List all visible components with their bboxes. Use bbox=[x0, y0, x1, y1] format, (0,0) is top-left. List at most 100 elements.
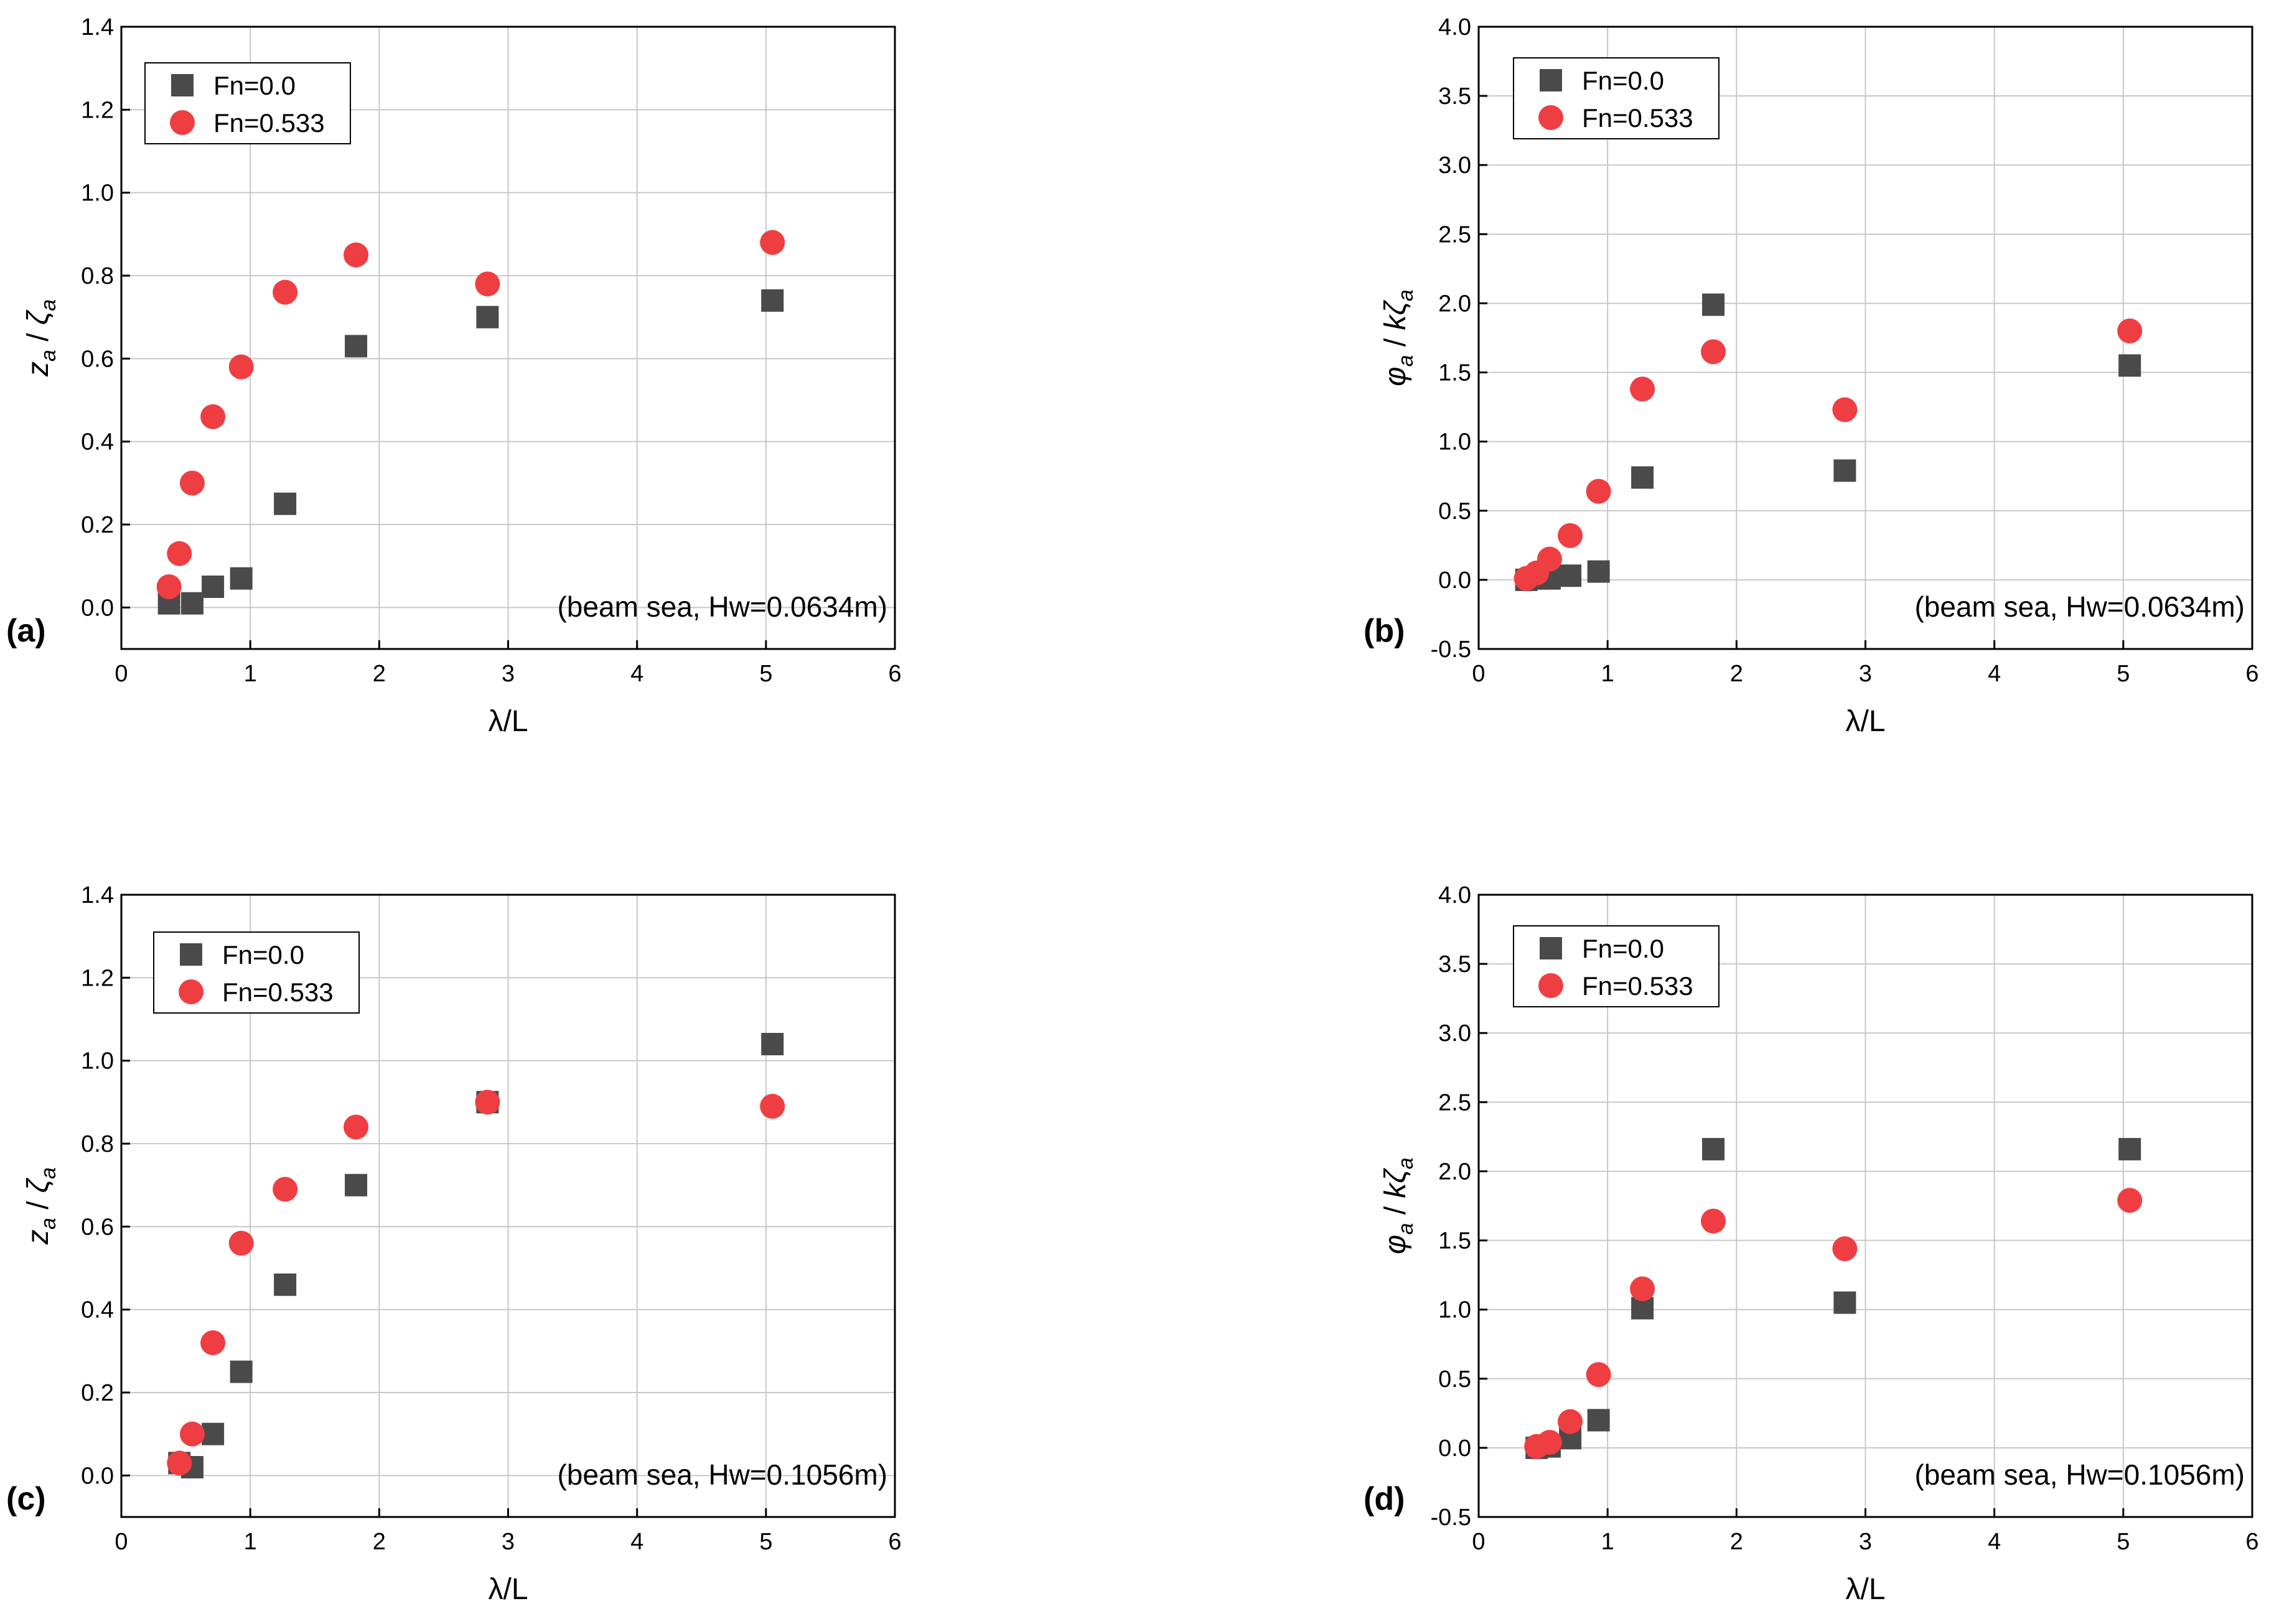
y-tick-label: 3.5 bbox=[1438, 83, 1471, 110]
data-point-fn0-square bbox=[230, 1360, 253, 1383]
data-point-fn0533-circle bbox=[1586, 1362, 1611, 1388]
x-tick-label: 2 bbox=[373, 1529, 386, 1555]
y-tick-label: 3.5 bbox=[1438, 951, 1471, 978]
x-tick-label: 3 bbox=[502, 661, 515, 687]
data-point-fn0533-circle bbox=[228, 354, 254, 380]
legend-circle-icon bbox=[1538, 105, 1563, 130]
y-tick-label: 0.8 bbox=[81, 1131, 114, 1157]
legend-square-icon bbox=[171, 74, 194, 96]
y-axis-label-subscript: a bbox=[1394, 1157, 1418, 1169]
x-tick-label: 4 bbox=[1988, 1529, 2001, 1555]
data-point-fn0-square bbox=[761, 289, 784, 312]
data-point-fn0533-circle bbox=[1558, 1409, 1583, 1434]
x-tick-label: 2 bbox=[1730, 1529, 1743, 1555]
x-tick-label: 1 bbox=[244, 661, 257, 687]
y-axis-label-separator: / bbox=[1379, 1198, 1412, 1223]
y-axis-label-separator: / bbox=[22, 325, 55, 350]
data-point-fn0533-circle bbox=[1537, 1430, 1562, 1455]
x-tick-label: 4 bbox=[1988, 661, 2001, 687]
y-axis-label-subscript: a bbox=[37, 350, 60, 362]
y-tick-label: 2.0 bbox=[1438, 291, 1471, 317]
legend-label: Fn=0.533 bbox=[222, 978, 334, 1007]
data-point-fn0533-circle bbox=[475, 271, 500, 297]
y-tick-label: 1.0 bbox=[81, 1048, 114, 1075]
data-point-fn0-square bbox=[476, 306, 499, 329]
x-tick-label: 1 bbox=[1601, 661, 1614, 687]
data-point-fn0-square bbox=[1833, 459, 1856, 482]
x-tick-label: 5 bbox=[2117, 1529, 2130, 1555]
legend: Fn=0.0 Fn=0.533 bbox=[1513, 925, 1720, 1007]
panel-label: (c) bbox=[6, 1481, 46, 1517]
data-point-fn0-square bbox=[1702, 293, 1725, 316]
data-point-fn0533-circle bbox=[273, 1177, 298, 1202]
y-tick-label: 1.2 bbox=[81, 97, 114, 123]
y-tick-label: 1.0 bbox=[81, 180, 114, 207]
y-axis-label-part: φ bbox=[1379, 1234, 1412, 1254]
y-tick-label: 0.5 bbox=[1438, 498, 1471, 525]
y-tick-label: 1.4 bbox=[81, 882, 114, 908]
x-tick-label: 6 bbox=[2245, 1529, 2258, 1555]
y-tick-label: 2.0 bbox=[1438, 1159, 1471, 1185]
legend-circle-icon bbox=[170, 110, 195, 135]
y-tick-label: 1.4 bbox=[81, 14, 114, 40]
y-tick-label: 1.0 bbox=[1438, 1297, 1471, 1323]
data-point-fn0-square bbox=[1631, 466, 1654, 489]
x-tick-label: 6 bbox=[888, 661, 901, 687]
y-tick-label: 1.5 bbox=[1438, 1228, 1471, 1254]
data-point-fn0533-circle bbox=[760, 230, 785, 255]
x-tick-label: 2 bbox=[1730, 661, 1743, 687]
x-tick-label: 1 bbox=[244, 1529, 257, 1555]
condition-annotation: (beam sea, Hw=0.0634m) bbox=[557, 590, 887, 623]
y-axis-label-part: ζ bbox=[22, 1177, 55, 1193]
y-axis-label-part: ζ bbox=[22, 309, 55, 325]
legend: Fn=0.0 Fn=0.533 bbox=[1513, 57, 1720, 139]
y-tick-label: 0.0 bbox=[1438, 567, 1471, 594]
data-point-fn0-square bbox=[2118, 1137, 2141, 1160]
y-tick-label: 2.5 bbox=[1438, 1090, 1471, 1116]
data-point-fn0-square bbox=[1833, 1291, 1856, 1314]
legend-square-icon bbox=[1540, 937, 1562, 959]
legend-label: Fn=0.533 bbox=[1582, 103, 1693, 133]
legend-label: Fn=0.0 bbox=[213, 71, 296, 100]
condition-annotation: (beam sea, Hw=0.1056m) bbox=[557, 1458, 887, 1491]
data-point-fn0-square bbox=[180, 592, 204, 615]
y-tick-label: 0.0 bbox=[81, 595, 114, 621]
y-axis-label-part: kζ bbox=[1379, 1167, 1412, 1198]
y-tick-label: 1.0 bbox=[1438, 429, 1471, 455]
y-axis-label-subscript: a bbox=[1394, 1223, 1418, 1234]
x-tick-label: 5 bbox=[759, 1529, 772, 1555]
y-axis-label: za / ζa bbox=[22, 1167, 60, 1245]
x-tick-label: 4 bbox=[630, 1529, 643, 1555]
data-point-fn0-square bbox=[202, 576, 225, 598]
data-point-fn0533-circle bbox=[475, 1090, 500, 1115]
data-point-fn0533-circle bbox=[179, 470, 205, 496]
legend-label: Fn=0.0 bbox=[1582, 934, 1664, 963]
data-point-fn0533-circle bbox=[2117, 318, 2143, 343]
y-tick-label: -0.5 bbox=[1431, 637, 1471, 663]
panel-label: (a) bbox=[6, 613, 46, 649]
y-tick-label: 0.4 bbox=[81, 429, 114, 455]
x-tick-label: 3 bbox=[1859, 661, 1872, 687]
y-tick-label: 3.0 bbox=[1438, 152, 1471, 179]
y-axis-label-subscript: a bbox=[37, 1218, 60, 1230]
y-axis-label-subscript: a bbox=[1394, 355, 1418, 366]
chart-panel-c: 0 1 2 3 4 5 60.00.20.40.60.81.01.21.4λ/Lza / ζ… bbox=[6, 882, 902, 1606]
data-point-fn0-square bbox=[274, 1273, 297, 1296]
y-axis-label: φa / kζa bbox=[1379, 1157, 1418, 1254]
x-tick-label: 0 bbox=[1472, 661, 1485, 687]
x-tick-label: 1 bbox=[1601, 1529, 1614, 1555]
y-axis-label: φa / kζa bbox=[1379, 289, 1418, 386]
y-axis-label-part: φ bbox=[1379, 366, 1412, 386]
data-point-fn0533-circle bbox=[179, 1421, 205, 1447]
y-axis-label-part: z bbox=[22, 1230, 55, 1245]
x-tick-label: 5 bbox=[759, 661, 772, 687]
y-axis-label-separator: / bbox=[1379, 330, 1412, 355]
x-tick-label: 0 bbox=[115, 661, 128, 687]
y-tick-label: 4.0 bbox=[1438, 882, 1471, 908]
data-point-fn0533-circle bbox=[344, 1114, 369, 1140]
y-tick-label: 0.0 bbox=[81, 1463, 114, 1489]
x-tick-label: 6 bbox=[888, 1529, 901, 1555]
y-axis-label-part: kζ bbox=[1379, 299, 1412, 330]
x-tick-label: 6 bbox=[2245, 661, 2258, 687]
legend-square-icon bbox=[1540, 69, 1562, 91]
